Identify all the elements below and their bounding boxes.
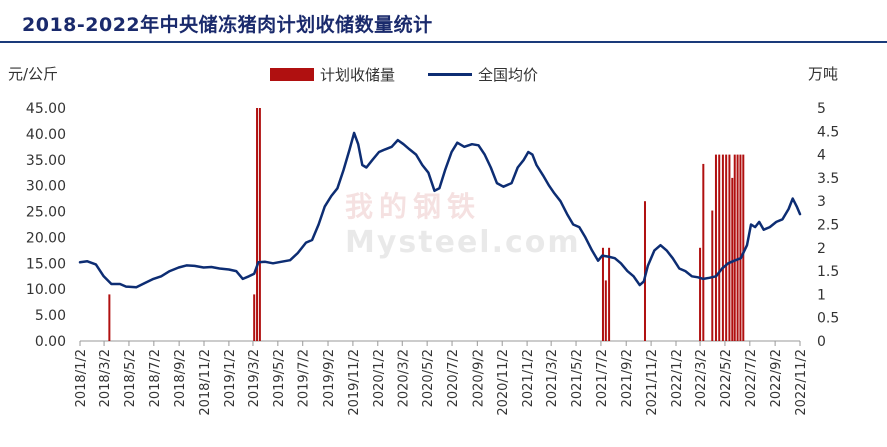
legend-label-bar: 计划收储量 (320, 66, 396, 84)
x-tick-label: 2018/1/2 (74, 349, 89, 407)
y-right-tick-label: 1 (817, 287, 826, 303)
bar (736, 154, 739, 341)
x-tick-label: 2021/5/2 (570, 349, 585, 407)
y-left-tick-label: 25.00 (26, 205, 66, 221)
legend-item-line: 全国均价 (428, 64, 538, 85)
legend-item-bar: 计划收储量 (270, 64, 395, 85)
y-right-tick-label: 0.5 (817, 311, 839, 327)
chart-title: 2018-2022年中央储冻猪肉计划收储数量统计 (22, 14, 433, 36)
y-right-tick-label: 0 (817, 334, 826, 350)
y-right-tick-label: 4 (817, 148, 826, 164)
y-left-tick-label: 5.00 (35, 308, 66, 324)
series-line-national-average-price (78, 131, 802, 289)
x-tick-label: 2019/11/2 (347, 349, 362, 416)
y-left-tick-label: 15.00 (26, 256, 66, 272)
bar (728, 154, 731, 341)
x-tick-label: 2021/11/2 (645, 349, 660, 416)
x-tick-label: 2020/1/2 (372, 349, 387, 407)
x-tick-label: 2020/11/2 (496, 349, 511, 416)
y-right-tick-label: 1.5 (817, 264, 839, 280)
bar (601, 247, 604, 341)
bar (742, 154, 745, 341)
x-tick-label: 2021/1/2 (521, 349, 536, 407)
x-tick-label: 2018/5/2 (123, 349, 138, 407)
legend-swatch-line (428, 73, 472, 76)
bar (258, 108, 261, 341)
title-divider (0, 41, 887, 43)
x-tick-label: 2019/9/2 (322, 349, 337, 407)
bar (718, 154, 721, 341)
bar (108, 294, 111, 341)
x-tick-label: 2020/9/2 (471, 349, 486, 407)
y-right-tick-label: 4.5 (817, 124, 839, 140)
bar (699, 247, 702, 341)
y-left-tick-label: 45.00 (26, 101, 66, 117)
y-right-tick-label: 3.5 (817, 171, 839, 187)
x-tick-label: 2020/3/2 (396, 349, 411, 407)
x-tick-label: 2018/3/2 (98, 349, 113, 407)
x-tick-label: 2022/11/2 (794, 349, 809, 416)
y-left-tick-label: 40.00 (26, 127, 66, 143)
x-tick-label: 2020/5/2 (421, 349, 436, 407)
x-tick-label: 2021/9/2 (620, 349, 635, 407)
bar (721, 154, 724, 341)
bar (714, 154, 717, 341)
y-right-tick-label: 5 (817, 101, 826, 117)
bar (253, 294, 256, 341)
y-right-tick-label: 2.5 (817, 218, 839, 234)
y-left-tick-label: 10.00 (26, 282, 66, 298)
bar (733, 154, 736, 341)
bar (711, 210, 714, 341)
x-tick-label: 2020/7/2 (446, 349, 461, 407)
legend-label-line: 全国均价 (478, 66, 539, 84)
x-tick-label: 2022/5/2 (719, 349, 734, 407)
x-tick-label: 2022/3/2 (694, 349, 709, 407)
y-axis-left-label: 元/公斤 (8, 65, 59, 83)
y-left-tick-label: 35.00 (26, 153, 66, 169)
x-tick-label: 2019/1/2 (223, 349, 238, 407)
x-tick-label: 2022/9/2 (769, 349, 784, 407)
y-right-tick-label: 2 (817, 241, 826, 257)
x-tick-label: 2018/11/2 (198, 349, 213, 416)
x-tick-label: 2022/7/2 (744, 349, 759, 407)
bar (702, 163, 705, 341)
x-tick-label: 2022/1/2 (670, 349, 685, 407)
bar (604, 280, 607, 341)
x-tick-label: 2019/3/2 (247, 349, 262, 407)
bar (739, 154, 742, 341)
bar (643, 201, 646, 341)
x-tick-label: 2019/7/2 (297, 349, 312, 407)
bar (731, 177, 734, 341)
legend-swatch-bar (270, 68, 314, 81)
x-tick-label: 2021/3/2 (545, 349, 560, 407)
x-tick-label: 2021/7/2 (595, 349, 610, 407)
y-left-tick-label: 0.00 (35, 334, 66, 350)
y-left-tick-label: 30.00 (26, 179, 66, 195)
bar (608, 247, 611, 341)
bar (256, 108, 259, 341)
x-tick-label: 2018/7/2 (148, 349, 163, 407)
x-tick-label: 2018/9/2 (173, 349, 188, 407)
y-left-tick-label: 20.00 (26, 230, 66, 246)
y-axis-right-label: 万吨 (808, 65, 839, 83)
bar (725, 154, 728, 341)
y-right-tick-label: 3 (817, 194, 826, 210)
x-tick-label: 2019/5/2 (272, 349, 287, 407)
